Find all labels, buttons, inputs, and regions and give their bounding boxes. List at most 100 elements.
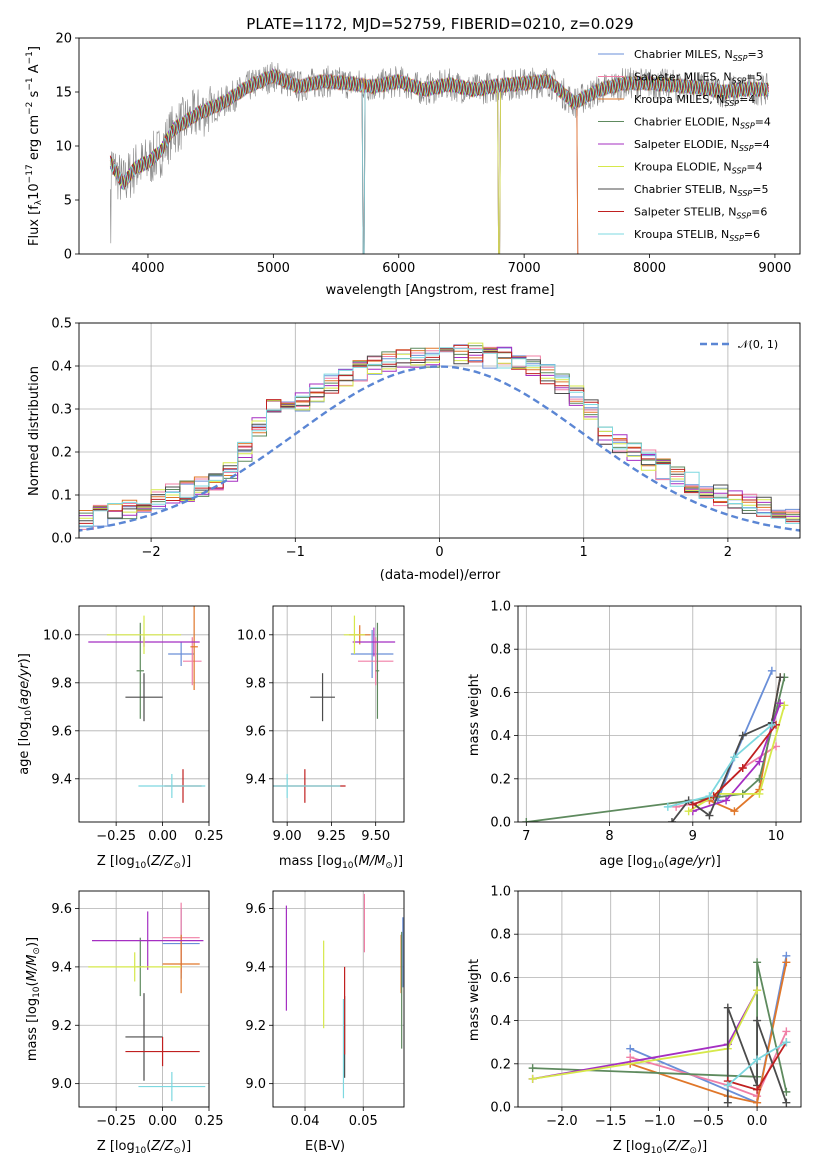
x-tick-label: −1.5 xyxy=(595,1114,627,1129)
plus-marker xyxy=(684,807,693,816)
x-tick-label: −2.0 xyxy=(546,1114,578,1129)
y-tick-label: 1.0 xyxy=(490,600,511,615)
errorbar-data xyxy=(88,902,206,1102)
plus-marker xyxy=(528,1064,537,1073)
plus-marker xyxy=(782,1027,791,1036)
plus-marker xyxy=(755,789,764,798)
histogram-data xyxy=(79,342,800,532)
plus-marker xyxy=(705,811,714,820)
plus-marker xyxy=(753,1085,762,1094)
plus-marker xyxy=(688,800,697,809)
plus-marker xyxy=(738,764,747,772)
massweight-vs-z-panel: −2.0 −1.5 −1.0 −0.5 0.0 0.0 0.2 0.4 0.6 0.8 1.0 xyxy=(490,885,802,1129)
plus-marker xyxy=(738,731,747,740)
model-spectrum xyxy=(110,69,579,254)
plus-marker xyxy=(667,818,676,822)
model-spectrum xyxy=(109,69,579,254)
plus-marker xyxy=(663,802,672,811)
errorbar-data xyxy=(273,615,396,803)
spectrum-panel: 4000 5000 6000 7000 8000 9000 0 5 10 15 20 Chabrier… xyxy=(55,32,801,276)
axes-frame xyxy=(272,605,405,823)
legend-label: Salpeter ELODIE, NSSP=4 xyxy=(634,138,770,153)
line-data xyxy=(528,951,791,1107)
plus-marker xyxy=(782,1098,791,1107)
residual-histogram-panel: −2 −1 0 1 2 0.0 0.1 0.2 0.3 0.4 0.5 𝒩(0, 1) xyxy=(51,317,801,560)
y-tick-label: 10 xyxy=(55,140,72,155)
y-tick-label: 10.0 xyxy=(43,628,72,643)
plus-marker xyxy=(753,958,762,967)
plus-marker xyxy=(723,1098,732,1107)
y-tick-label: 9.6 xyxy=(51,902,72,917)
x-tick-label: 5000 xyxy=(257,261,290,276)
x-tick-label: 6000 xyxy=(382,261,415,276)
plus-marker xyxy=(528,1074,537,1083)
mass-weight-line xyxy=(667,724,773,808)
plus-marker xyxy=(753,986,762,995)
mass-weight-line xyxy=(629,962,788,1104)
plus-marker xyxy=(730,753,739,762)
plus-marker xyxy=(755,757,764,766)
x-tick-label: 8 xyxy=(605,829,613,844)
model-spectrum xyxy=(109,68,769,254)
line-data xyxy=(522,666,789,822)
model-spectrum xyxy=(109,68,579,254)
x-tick-label: 7 xyxy=(522,829,530,844)
x-tick-label: 8000 xyxy=(633,261,666,276)
x-tick-label: 4000 xyxy=(131,261,164,276)
x-tick-label: 9 xyxy=(689,829,697,844)
plus-marker xyxy=(776,673,785,682)
ebv-xlabel: E(B-V) xyxy=(305,1139,345,1154)
mass-weight-line xyxy=(688,705,786,812)
x-tick-label: 9.25 xyxy=(317,829,346,844)
plus-marker xyxy=(755,774,764,783)
plus-marker xyxy=(753,1055,762,1064)
y-tick-label: 9.4 xyxy=(51,960,72,975)
mw-z-ylabel: mass weight xyxy=(467,959,482,1041)
x-tick-label: 0.25 xyxy=(195,829,224,844)
age-vs-z-panel: −0.25 0.00 0.25 9.4 9.6 9.8 10.0 xyxy=(43,605,224,844)
x-tick-label: 9.50 xyxy=(361,829,390,844)
plus-marker xyxy=(730,807,739,816)
legend-label: 𝒩(0, 1) xyxy=(738,338,778,351)
mass-weight-line xyxy=(671,677,782,822)
legend-label: Chabrier ELODIE, NSSP=4 xyxy=(634,116,771,131)
mw-z-xlabel: Z [log10(Z/Z⊙)] xyxy=(613,1139,707,1156)
x-tick-label: 0.00 xyxy=(148,829,177,844)
legend-label: Salpeter STELIB, NSSP=6 xyxy=(634,206,767,221)
y-tick-label: 0.4 xyxy=(490,729,511,744)
plus-marker xyxy=(626,1044,635,1053)
histogram-ylabel: Normed distribution xyxy=(27,366,42,496)
y-tick-label: 5 xyxy=(64,194,72,209)
plus-marker xyxy=(722,796,731,805)
age-vs-mass-panel: 9.00 9.25 9.50 9.4 9.6 9.8 10.0 xyxy=(237,605,405,844)
y-tick-label: 9.4 xyxy=(245,960,266,975)
y-tick-label: 1.0 xyxy=(490,885,511,900)
axes-frame xyxy=(517,890,802,1108)
age-mass-xlabel: mass [log10(M/M⊙)] xyxy=(279,854,403,871)
y-tick-label: 0.5 xyxy=(51,317,72,332)
x-tick-label: 9.00 xyxy=(273,829,302,844)
x-tick-label: 0.05 xyxy=(349,1114,378,1129)
x-tick-label: −2 xyxy=(142,545,161,560)
legend-label: Chabrier STELIB, NSSP=5 xyxy=(634,183,768,198)
mass-ylabel: mass [log10(M/M⊙)] xyxy=(25,937,42,1061)
axes-frame xyxy=(78,37,801,255)
plus-marker xyxy=(753,1016,762,1025)
y-tick-label: 0.2 xyxy=(490,772,511,787)
legend-label: Kroupa ELODIE, NSSP=4 xyxy=(634,161,763,176)
y-tick-label: 9.8 xyxy=(51,676,72,691)
age-ylabel: age [log10(age/yr)] xyxy=(17,653,34,775)
mass-weight-line xyxy=(532,989,758,1080)
y-tick-label: 0.6 xyxy=(490,971,511,986)
x-tick-label: −0.25 xyxy=(96,829,136,844)
legend-label: Kroupa STELIB, NSSP=6 xyxy=(634,228,760,243)
histogram-step xyxy=(79,347,800,524)
model-spectrum xyxy=(109,69,769,254)
histogram-step xyxy=(79,348,800,525)
x-tick-label: 2 xyxy=(724,545,732,560)
spectrum-data xyxy=(109,61,769,254)
massweight-vs-age-panel: 7 8 9 10 0.0 0.2 0.4 0.6 0.8 1.0 xyxy=(490,600,802,844)
plus-marker xyxy=(782,1087,791,1096)
errorbar-data xyxy=(285,893,404,1099)
histogram-xlabel: (data-model)/error xyxy=(380,568,501,583)
